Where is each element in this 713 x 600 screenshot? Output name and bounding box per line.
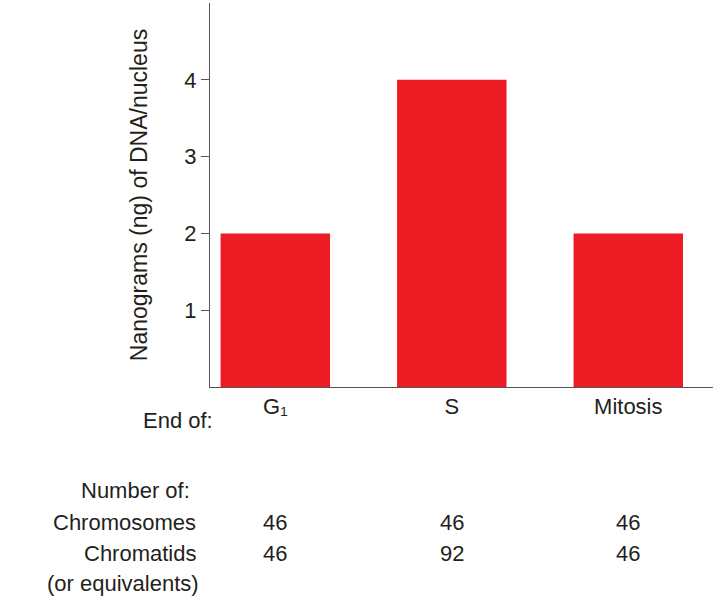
- svg-text:1: 1: [184, 298, 196, 323]
- svg-text:92: 92: [440, 541, 464, 566]
- svg-text:3: 3: [184, 144, 196, 169]
- svg-text:46: 46: [616, 541, 640, 566]
- svg-text:S: S: [444, 394, 459, 419]
- svg-text:46: 46: [440, 510, 464, 535]
- svg-text:Nanograms (ng) of DNA/nucleus: Nanograms (ng) of DNA/nucleus: [126, 29, 152, 361]
- svg-text:46: 46: [263, 510, 287, 535]
- svg-text:4: 4: [184, 68, 196, 93]
- svg-text:46: 46: [616, 510, 640, 535]
- svg-text:2: 2: [184, 221, 196, 246]
- svg-text:Mitosis: Mitosis: [594, 394, 662, 419]
- svg-text:Chromatids: Chromatids: [84, 541, 196, 566]
- svg-text:Chromosomes: Chromosomes: [53, 510, 196, 535]
- svg-text:Number of:: Number of:: [81, 478, 190, 503]
- svg-text:46: 46: [263, 541, 287, 566]
- svg-text:(or equivalents): (or equivalents): [47, 571, 199, 596]
- svg-text:End of:: End of:: [143, 408, 213, 433]
- svg-text:G₁: G₁: [263, 394, 288, 419]
